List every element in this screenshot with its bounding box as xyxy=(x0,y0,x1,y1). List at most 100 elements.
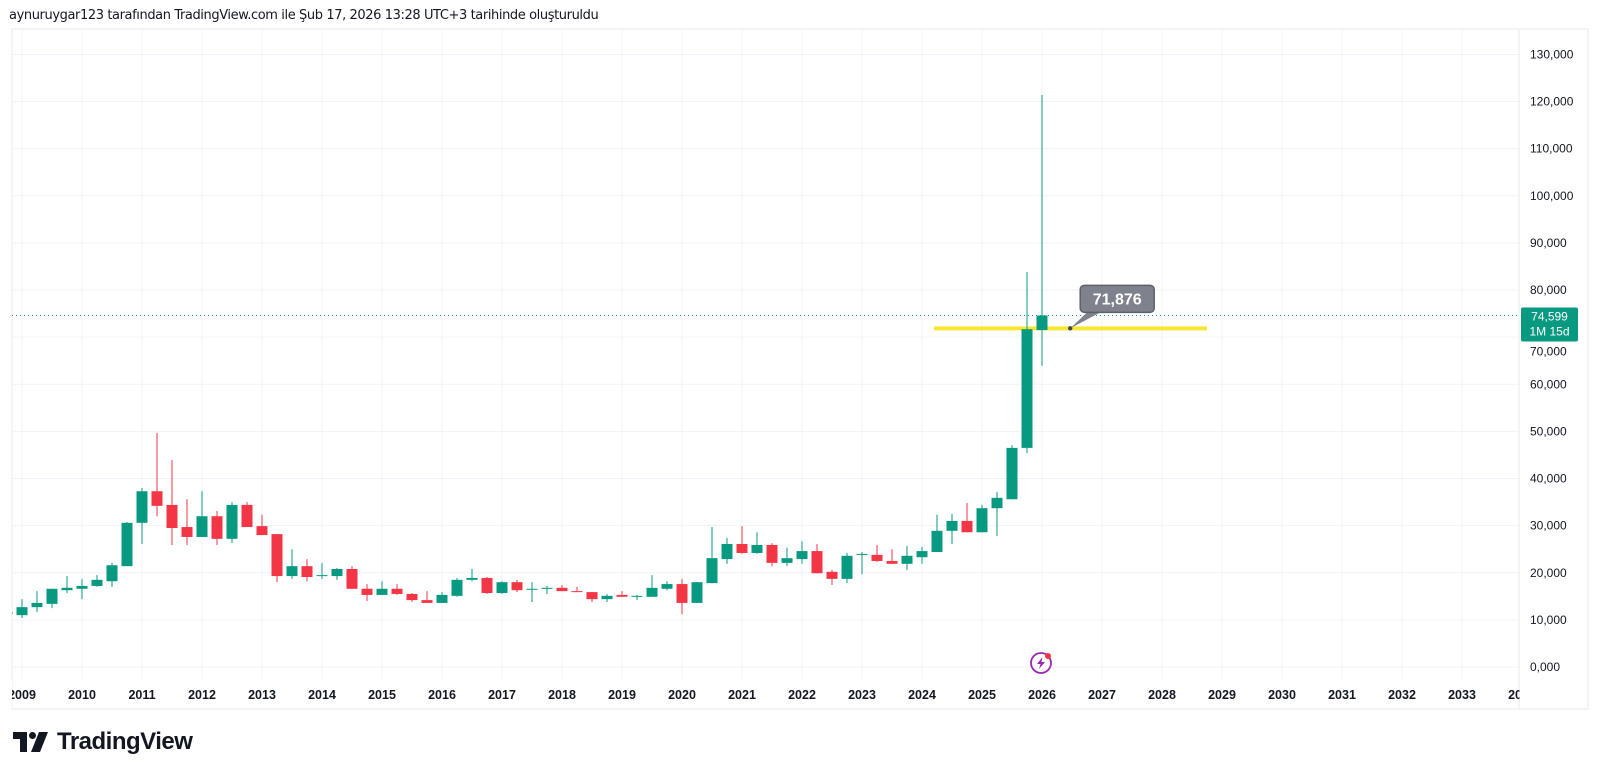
candle[interactable] xyxy=(16,599,28,618)
candle[interactable] xyxy=(76,578,88,600)
candle[interactable] xyxy=(466,568,478,582)
candle[interactable] xyxy=(106,562,118,587)
candle[interactable] xyxy=(1036,94,1048,366)
candle[interactable] xyxy=(211,511,223,545)
candle[interactable] xyxy=(616,591,628,597)
candle[interactable] xyxy=(391,584,403,595)
candle[interactable] xyxy=(841,552,853,584)
candle[interactable] xyxy=(286,549,298,579)
candle[interactable] xyxy=(916,546,928,564)
candle[interactable] xyxy=(736,526,748,554)
candle[interactable] xyxy=(691,582,703,603)
chart-frame xyxy=(11,28,1589,710)
candle[interactable] xyxy=(151,432,163,517)
candle[interactable] xyxy=(421,591,433,603)
candle-body xyxy=(451,579,463,596)
candle-body xyxy=(136,491,148,523)
candle[interactable] xyxy=(901,545,913,570)
candle[interactable] xyxy=(46,588,58,609)
candle[interactable] xyxy=(856,552,868,575)
candle-body xyxy=(361,588,373,595)
candle[interactable] xyxy=(481,577,493,594)
candle-body xyxy=(751,544,763,553)
candle-body xyxy=(841,555,853,579)
candle[interactable] xyxy=(331,568,343,580)
candle[interactable] xyxy=(556,585,568,592)
candle[interactable] xyxy=(601,593,613,602)
candle[interactable] xyxy=(121,521,133,567)
candle[interactable] xyxy=(706,527,718,584)
candle[interactable] xyxy=(256,514,268,536)
last-price-tag xyxy=(1521,307,1578,342)
candle[interactable] xyxy=(376,581,388,595)
candle-body xyxy=(961,520,973,533)
candle[interactable] xyxy=(781,547,793,567)
candle[interactable] xyxy=(91,575,103,587)
candle[interactable] xyxy=(196,491,208,537)
candle[interactable] xyxy=(976,504,988,533)
candle[interactable] xyxy=(946,513,958,545)
candle-body xyxy=(691,582,703,603)
price-axis-label: 120,000 xyxy=(1530,95,1574,109)
time-axis-label: 2014 xyxy=(308,688,336,702)
time-axis-label: 2028 xyxy=(1148,688,1176,702)
candle-body xyxy=(976,508,988,533)
price-axis-label: 60,000 xyxy=(1530,377,1567,391)
candle[interactable] xyxy=(1021,272,1033,454)
candle[interactable] xyxy=(826,569,838,586)
candle[interactable] xyxy=(751,532,763,554)
candle-body xyxy=(556,587,568,592)
callout-text: 71,876 xyxy=(1093,291,1142,308)
lightning-events-icon[interactable] xyxy=(1030,652,1052,674)
candle-body xyxy=(601,595,613,600)
candle[interactable] xyxy=(766,543,778,567)
candle[interactable] xyxy=(241,502,253,528)
candle[interactable] xyxy=(181,499,193,545)
candle[interactable] xyxy=(436,592,448,603)
candle[interactable] xyxy=(61,576,73,594)
price-axis-label: 40,000 xyxy=(1530,472,1567,486)
candle-body xyxy=(181,527,193,537)
candle[interactable] xyxy=(166,460,178,545)
candle[interactable] xyxy=(1006,445,1018,500)
candle[interactable] xyxy=(271,534,283,583)
candle-body xyxy=(91,579,103,586)
candle[interactable] xyxy=(301,559,313,582)
candle[interactable] xyxy=(496,581,508,594)
candle[interactable] xyxy=(346,566,358,589)
candle[interactable] xyxy=(2,611,13,615)
price-axis[interactable]: 130,000 120,000 110,000 100,000 90,000 80,000… xyxy=(1530,47,1574,674)
candle[interactable] xyxy=(526,582,538,602)
candle[interactable] xyxy=(886,549,898,564)
candle[interactable] xyxy=(511,579,523,593)
candle[interactable] xyxy=(541,585,553,594)
candle[interactable] xyxy=(991,492,1003,537)
candle[interactable] xyxy=(406,593,418,602)
candle[interactable] xyxy=(136,487,148,545)
candle[interactable] xyxy=(811,544,823,574)
callout-box[interactable] xyxy=(1079,284,1155,314)
candle-body xyxy=(316,575,328,577)
candle[interactable] xyxy=(721,537,733,564)
candle[interactable] xyxy=(316,562,328,579)
candle[interactable] xyxy=(871,544,883,562)
candle[interactable] xyxy=(451,577,463,597)
candle[interactable] xyxy=(676,578,688,615)
candle[interactable] xyxy=(646,575,658,597)
candle[interactable] xyxy=(361,584,373,602)
candle[interactable] xyxy=(571,586,583,593)
candle[interactable] xyxy=(631,594,643,601)
candle[interactable] xyxy=(796,541,808,564)
candle[interactable] xyxy=(961,503,973,533)
time-axis-clip-left xyxy=(0,680,12,710)
candle[interactable] xyxy=(931,514,943,553)
candle[interactable] xyxy=(31,591,43,612)
candle-body xyxy=(166,504,178,528)
candle[interactable] xyxy=(226,502,238,544)
candle-body xyxy=(826,571,838,579)
time-axis[interactable]: 2009 2010 2011 2012 2013 2014 2015 2016 2017 2018… xyxy=(0,680,1588,710)
candle[interactable] xyxy=(586,592,598,602)
candle[interactable] xyxy=(661,581,673,591)
candle-body xyxy=(481,577,493,594)
